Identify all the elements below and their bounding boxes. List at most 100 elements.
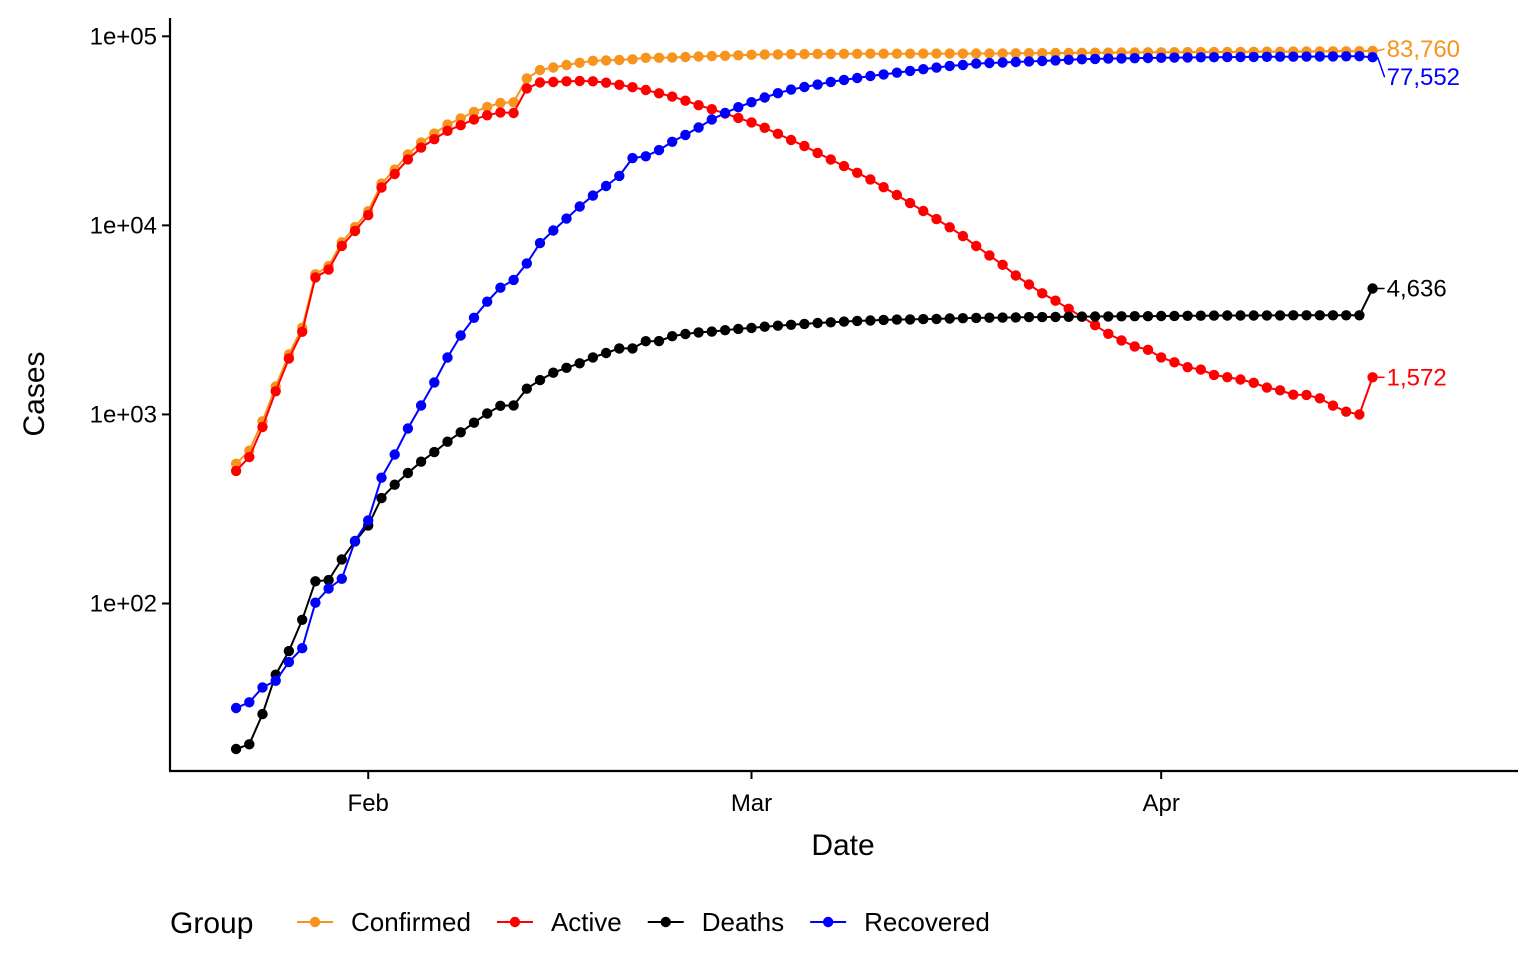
data-point-recovered: [1208, 52, 1220, 63]
data-point-recovered: [415, 400, 427, 411]
data-point-recovered: [1274, 51, 1286, 62]
data-point-active: [1327, 400, 1339, 411]
end-label-leader-confirmed: [1377, 48, 1385, 52]
data-point-recovered: [283, 656, 295, 668]
data-point-active: [984, 250, 995, 261]
data-point-active: [402, 154, 414, 165]
data-point-confirmed: [667, 52, 678, 63]
data-point-deaths: [1248, 310, 1259, 321]
data-point-recovered: [336, 573, 347, 584]
data-point-confirmed: [865, 48, 876, 59]
data-point-recovered: [1037, 55, 1048, 67]
data-point-confirmed: [521, 73, 532, 84]
y-ticks: 1e+02 1e+03 1e+04 1e+05: [90, 23, 170, 617]
data-point-recovered: [759, 92, 770, 103]
data-point-confirmed: [1010, 48, 1021, 59]
data-point-confirmed: [785, 49, 797, 60]
data-point-recovered: [1248, 51, 1259, 63]
data-point-active: [336, 240, 347, 252]
data-point-deaths: [1301, 310, 1312, 321]
data-point-active: [455, 120, 466, 131]
data-point-recovered: [627, 152, 638, 164]
data-point-recovered: [653, 144, 665, 156]
data-point-active: [1037, 288, 1048, 299]
data-point-deaths: [878, 314, 889, 326]
data-point-recovered: [812, 79, 823, 90]
data-point-active: [957, 230, 969, 242]
data-point-active: [495, 107, 506, 118]
data-point-confirmed: [495, 97, 506, 109]
data-point-deaths: [1116, 311, 1127, 322]
data-point-deaths: [971, 312, 982, 324]
data-point-active: [1354, 409, 1365, 420]
data-point-confirmed: [534, 64, 546, 76]
data-point-deaths: [415, 456, 427, 467]
data-point-deaths: [442, 436, 453, 447]
data-point-recovered: [746, 97, 757, 108]
data-point-deaths: [918, 313, 929, 325]
data-point-confirmed: [957, 48, 969, 59]
data-point-active: [363, 209, 374, 221]
data-point-recovered: [310, 597, 321, 608]
legend-key-point: [660, 916, 671, 928]
data-point-confirmed: [587, 55, 599, 66]
data-point-confirmed: [693, 51, 704, 62]
data-point-deaths: [402, 467, 414, 479]
data-point-active: [627, 82, 638, 93]
data-point-recovered: [257, 682, 268, 693]
data-point-deaths: [1274, 310, 1286, 321]
x-tick-label: Apr: [1142, 790, 1179, 817]
data-point-active: [1195, 364, 1207, 375]
data-point-recovered: [891, 67, 903, 78]
data-point-recovered: [984, 57, 995, 69]
series-line-deaths: [235, 288, 1374, 750]
x-axis-title: Date: [811, 829, 874, 862]
data-point-recovered: [1116, 53, 1127, 64]
data-point-recovered: [1050, 55, 1061, 66]
data-point-confirmed: [1023, 48, 1035, 59]
data-point-active: [1222, 372, 1233, 383]
data-point-active: [904, 197, 916, 209]
end-label-active: 1,572: [1387, 364, 1447, 391]
data-point-recovered: [997, 57, 1008, 68]
data-point-deaths: [548, 367, 559, 378]
data-point-recovered: [429, 377, 440, 388]
data-point-recovered: [1288, 51, 1299, 62]
data-point-confirmed: [548, 62, 559, 73]
data-point-confirmed: [904, 48, 916, 59]
data-point-deaths: [1050, 311, 1061, 323]
x-ticks: Feb Mar Apr: [348, 771, 1180, 817]
data-point-deaths: [468, 417, 480, 428]
data-point-recovered: [904, 65, 916, 77]
data-point-deaths: [1341, 310, 1352, 321]
data-point-confirmed: [706, 50, 717, 62]
data-point-confirmed: [918, 48, 929, 59]
data-point-deaths: [1354, 310, 1365, 321]
data-point-confirmed: [838, 48, 850, 59]
data-point-recovered: [614, 170, 625, 182]
data-point-active: [1050, 295, 1061, 306]
data-point-active: [270, 386, 281, 397]
data-point-recovered: [971, 58, 982, 69]
data-point-recovered: [323, 583, 334, 594]
data-point-deaths: [1195, 310, 1207, 321]
y-axis-title: Cases: [18, 351, 51, 436]
data-point-deaths: [891, 314, 903, 325]
data-point-active: [349, 225, 361, 237]
data-point-deaths: [997, 312, 1008, 323]
data-point-active: [283, 353, 295, 364]
data-point-recovered: [706, 114, 717, 125]
series-active: [230, 75, 1378, 477]
data-point-active: [415, 142, 427, 153]
data-point-active: [785, 134, 797, 146]
data-point-recovered: [389, 449, 400, 460]
data-point-deaths: [508, 400, 519, 411]
data-point-active: [667, 91, 678, 102]
legend-item-recovered: Recovered: [810, 907, 990, 937]
data-point-recovered: [270, 675, 281, 686]
data-point-active: [838, 160, 850, 172]
series-recovered: [230, 51, 1378, 714]
data-point-confirmed: [508, 97, 519, 108]
data-point-active: [468, 114, 480, 125]
